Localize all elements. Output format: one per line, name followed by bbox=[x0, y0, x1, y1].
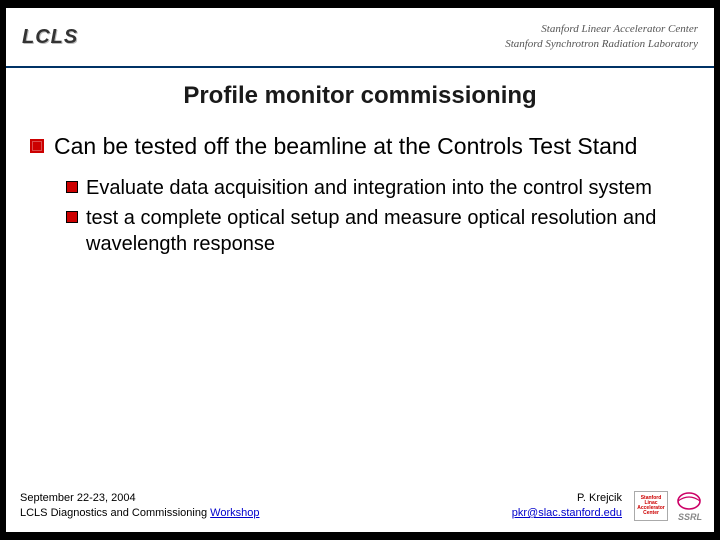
slac-logo-icon: Stanford Linac Accelerator Center bbox=[634, 491, 668, 521]
footer-email-link[interactable]: pkr@slac.stanford.edu bbox=[512, 507, 622, 519]
header-labnames: Stanford Linear Accelerator Center Stanf… bbox=[505, 22, 698, 53]
workshop-link[interactable]: Workshop bbox=[210, 507, 259, 519]
sub-bullet-list: Evaluate data acquisition and integratio… bbox=[66, 175, 694, 257]
lab-name-1: Stanford Linear Accelerator Center bbox=[505, 22, 698, 37]
footer-author: P. Krejcik bbox=[512, 491, 622, 506]
footer-event: LCLS Diagnostics and Commissioning Works… bbox=[20, 506, 512, 521]
slide: LCLS Stanford Linear Accelerator Center … bbox=[6, 8, 714, 532]
slide-header: LCLS Stanford Linear Accelerator Center … bbox=[6, 8, 714, 68]
footer-event-prefix: LCLS Diagnostics and Commissioning bbox=[20, 507, 210, 519]
footer-left: September 22-23, 2004 LCLS Diagnostics a… bbox=[20, 491, 512, 522]
slide-title: Profile monitor commissioning bbox=[6, 82, 714, 110]
bullet-marker-icon bbox=[30, 139, 44, 153]
footer-date: September 22-23, 2004 bbox=[20, 491, 512, 506]
bullet-marker-icon bbox=[66, 211, 78, 223]
footer-center: P. Krejcik pkr@slac.stanford.edu bbox=[512, 491, 622, 522]
bullet-level2: Evaluate data acquisition and integratio… bbox=[66, 175, 694, 201]
bullet-text: test a complete optical setup and measur… bbox=[86, 205, 694, 257]
slide-footer: September 22-23, 2004 LCLS Diagnostics a… bbox=[6, 486, 714, 532]
ssrl-ring-icon bbox=[676, 490, 702, 512]
bullet-text: Evaluate data acquisition and integratio… bbox=[86, 175, 652, 201]
bullet-text: Can be tested off the beamline at the Co… bbox=[54, 132, 637, 161]
bullet-marker-icon bbox=[66, 181, 78, 193]
bullet-level1: Can be tested off the beamline at the Co… bbox=[30, 132, 694, 161]
slide-body: Can be tested off the beamline at the Co… bbox=[6, 132, 714, 486]
ssrl-text: SSRL bbox=[678, 512, 702, 522]
lcls-logo: LCLS bbox=[22, 26, 78, 49]
lab-name-2: Stanford Synchrotron Radiation Laborator… bbox=[505, 37, 698, 52]
footer-logos: Stanford Linac Accelerator Center SSRL bbox=[634, 489, 702, 523]
bullet-level2: test a complete optical setup and measur… bbox=[66, 205, 694, 257]
